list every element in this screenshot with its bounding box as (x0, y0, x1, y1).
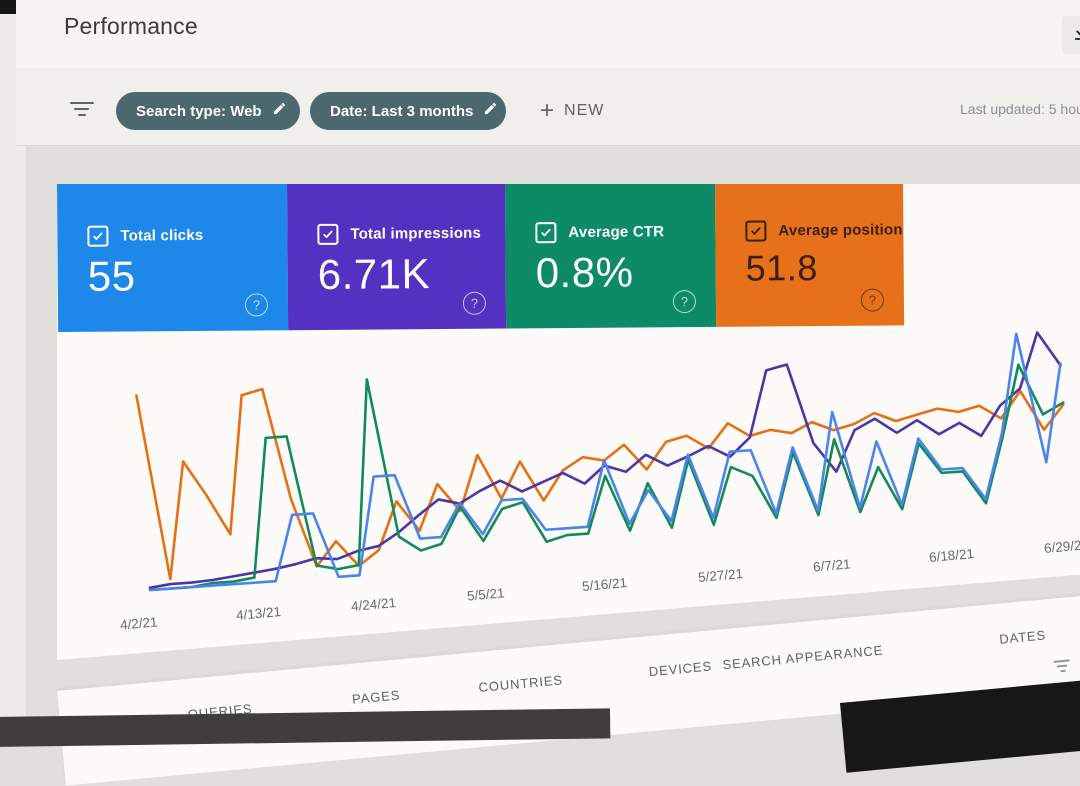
table-filter-icon[interactable] (1053, 659, 1073, 675)
tab-search-appearance[interactable]: SEARCH APPEARANCE (721, 642, 884, 673)
checkbox-average-ctr[interactable] (535, 222, 557, 244)
export-button[interactable] (1062, 16, 1080, 54)
metric-tile-total-clicks[interactable]: Total clicks 55 ? (57, 184, 289, 332)
x-axis-label: 5/5/21 (465, 585, 505, 604)
metric-tiles: Total clicks 55 ? Total impressions 6.71… (57, 184, 905, 332)
filter-icon[interactable] (70, 102, 96, 116)
checkbox-total-impressions[interactable] (317, 223, 339, 245)
x-axis-label: 6/7/21 (812, 556, 852, 575)
download-icon (1072, 24, 1080, 47)
header-bar: Performance (16, 0, 1080, 69)
tab-devices[interactable]: DEVICES (648, 658, 713, 680)
plus-icon: + (540, 97, 555, 124)
series-line-total-clicks (148, 332, 1062, 592)
page-title: Performance (64, 13, 198, 39)
screen-bezel-corner (0, 0, 16, 14)
new-filter-button[interactable]: + NEW (540, 92, 604, 130)
tab-countries[interactable]: COUNTRIES (477, 672, 564, 696)
search-type-filter-chip[interactable]: Search type: Web (116, 92, 300, 130)
checkbox-total-clicks[interactable] (87, 225, 109, 247)
performance-line-chart (135, 331, 1065, 592)
tab-pages[interactable]: PAGES (351, 687, 401, 707)
series-line-total-impressions (148, 331, 1062, 590)
series-line-average-ctr (148, 363, 1065, 592)
date-filter-label: Date: Last 3 months (330, 102, 474, 120)
x-axis-label: 6/29/21 (1043, 536, 1080, 556)
metric-tile-average-position[interactable]: Average position 51.8 ? (714, 184, 905, 327)
tab-dates[interactable]: DATES (998, 627, 1047, 647)
checkbox-average-position[interactable] (745, 220, 767, 242)
performance-chart-card: Total clicks 55 ? Total impressions 6.71… (57, 184, 1080, 660)
metric-tile-total-impressions[interactable]: Total impressions 6.71K ? (286, 184, 507, 331)
date-filter-chip[interactable]: Date: Last 3 months (310, 92, 506, 130)
edit-pencil-icon (483, 101, 498, 121)
new-filter-label: NEW (564, 102, 605, 119)
filter-bar: Search type: Web Date: Last 3 months + N… (16, 68, 1080, 146)
metric-tile-average-ctr[interactable]: Average CTR 0.8% ? (504, 184, 717, 329)
last-updated-text: Last updated: 5 hour (960, 101, 1080, 117)
search-type-filter-label: Search type: Web (136, 102, 262, 120)
edit-pencil-icon (272, 101, 287, 121)
